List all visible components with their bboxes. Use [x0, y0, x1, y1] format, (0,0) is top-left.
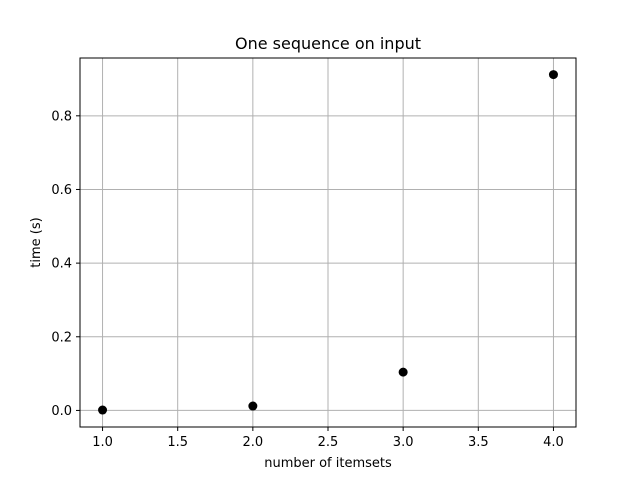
data-point	[398, 367, 408, 377]
y-tick-label: 0.4	[51, 257, 72, 272]
y-tick-label: 0.2	[51, 330, 72, 345]
x-axis-ticks: 1.0 1.5 2.0 2.5 3.0 3.5 4.0	[92, 427, 564, 450]
x-tick-label: 1.5	[167, 435, 188, 450]
data-point	[548, 70, 558, 80]
x-tick-label: 4.0	[543, 435, 564, 450]
x-axis-title: number of itemsets	[264, 456, 392, 471]
y-tick-label: 0.0	[51, 404, 72, 419]
y-tick-label: 0.6	[51, 183, 72, 198]
grid-lines	[80, 58, 576, 427]
data-points	[98, 70, 558, 415]
x-tick-label: 2.0	[243, 435, 264, 450]
y-tick-label: 0.8	[51, 109, 72, 124]
x-tick-label: 3.0	[393, 435, 414, 450]
x-tick-label: 3.5	[468, 435, 489, 450]
y-axis-title: time (s)	[29, 217, 44, 267]
x-tick-label: 2.5	[318, 435, 339, 450]
data-point	[248, 401, 258, 411]
data-point	[98, 405, 108, 415]
chart-title: One sequence on input	[235, 34, 421, 53]
x-tick-label: 1.0	[92, 435, 113, 450]
y-axis-ticks: 0.0 0.2 0.4 0.6 0.8	[51, 109, 80, 419]
